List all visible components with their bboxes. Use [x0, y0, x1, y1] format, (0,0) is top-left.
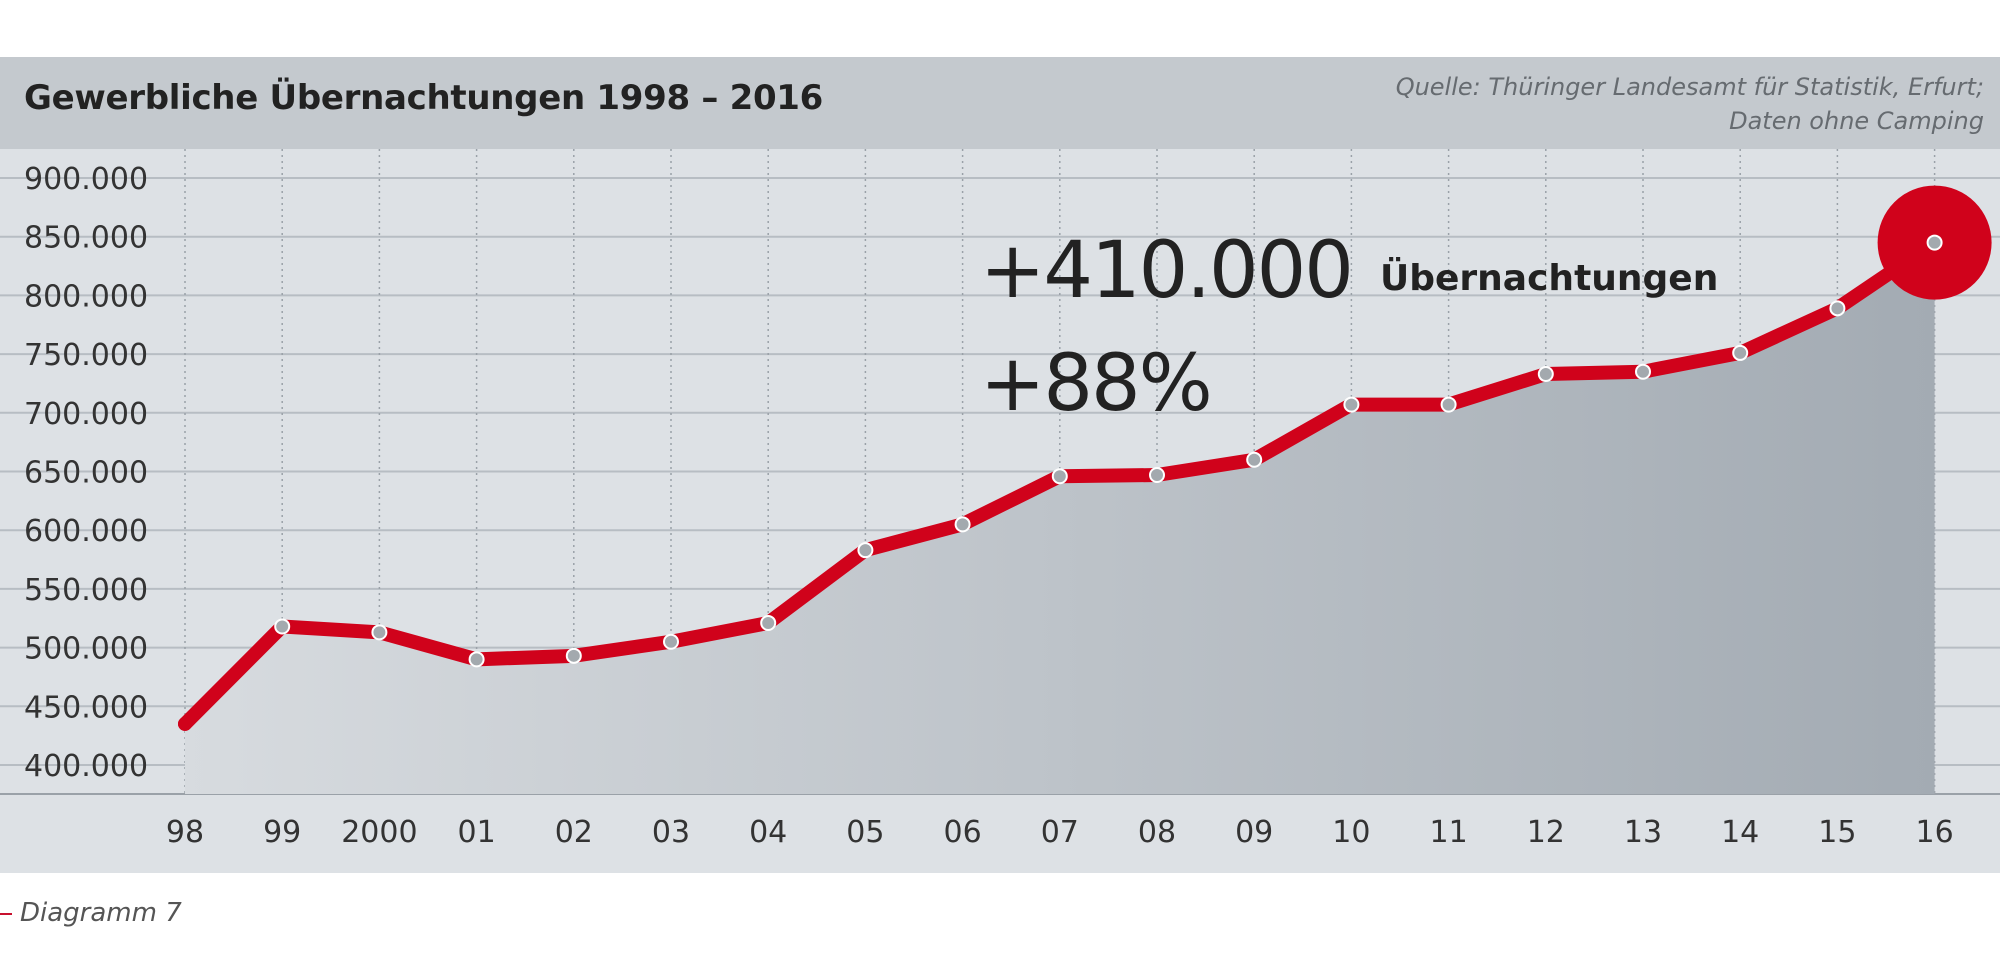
y-tick-label: 500.000 [24, 632, 148, 667]
footer-dash-icon [0, 912, 12, 915]
data-point [274, 618, 291, 635]
data-point [1926, 234, 1943, 251]
x-tick-label: 03 [652, 815, 690, 850]
data-point [760, 614, 777, 631]
y-tick-label: 650.000 [24, 456, 148, 491]
data-point [1246, 451, 1263, 468]
y-tick-label: 450.000 [24, 690, 148, 725]
x-tick-label: 13 [1624, 815, 1662, 850]
data-point [954, 516, 971, 533]
x-tick-label: 01 [458, 815, 496, 850]
x-tick-label: 12 [1527, 815, 1565, 850]
data-point [1051, 468, 1068, 485]
data-point [1149, 467, 1165, 484]
data-point [1537, 366, 1554, 383]
footer-text: Diagramm 7 [20, 898, 182, 928]
x-tick-label: 09 [1235, 815, 1273, 850]
data-point [468, 651, 485, 668]
annotation-absolute: +410.000 [980, 226, 1352, 316]
x-tick-label: 98 [166, 815, 204, 850]
area-layer [185, 242, 1935, 794]
source-line-1: Quelle: Thüringer Landesamt für Statisti… [1395, 73, 1984, 101]
y-tick-label: 900.000 [24, 162, 148, 197]
marker-layer [178, 185, 1992, 731]
data-point [371, 624, 388, 641]
x-tick-label: 10 [1332, 815, 1370, 850]
data-point [1440, 396, 1457, 413]
x-tick-label: 2000 [341, 815, 417, 850]
data-point [1635, 363, 1651, 380]
x-tick-label: 14 [1721, 815, 1759, 850]
x-axis-ticks: 98 99 2000 01 02 03 04 05 06 07 08 09 10 11 12 13 14 15 16 [166, 815, 1954, 850]
x-tick-label: 99 [263, 815, 301, 850]
x-tick-label: 02 [555, 815, 593, 850]
x-tick-label: 11 [1430, 815, 1468, 850]
chart-title: Gewerbliche Übernachtungen 1998 – 2016 [24, 78, 824, 118]
source-note: Quelle: Thüringer Landesamt für Statisti… [1396, 70, 1984, 138]
x-tick-label: 16 [1916, 815, 1954, 850]
x-tick-label: 08 [1138, 815, 1176, 850]
y-tick-label: 400.000 [24, 749, 148, 784]
data-point [857, 542, 874, 559]
header-bar [0, 57, 2000, 149]
data-point [1343, 396, 1360, 413]
data-point [1829, 300, 1846, 317]
annotation-percent: +88% [980, 339, 1211, 429]
x-tick-label: 05 [846, 815, 884, 850]
y-tick-label: 750.000 [24, 338, 148, 373]
y-tick-label: 800.000 [24, 279, 148, 314]
area-fill [185, 242, 1935, 794]
data-point [1732, 344, 1749, 361]
annotation-absolute-label: Übernachtungen [1380, 257, 1718, 299]
data-point [565, 647, 582, 664]
y-tick-label: 850.000 [24, 221, 148, 256]
x-tick-label: 06 [944, 815, 982, 850]
y-tick-label: 600.000 [24, 514, 148, 549]
footer-label: Diagramm 7 [0, 898, 182, 928]
y-tick-label: 700.000 [24, 397, 148, 432]
x-tick-label: 07 [1041, 815, 1079, 850]
x-tick-label: 04 [749, 815, 787, 850]
x-tick-label: 15 [1818, 815, 1856, 850]
y-tick-label: 550.000 [24, 573, 148, 608]
y-axis-ticks: 400.000 450.000 500.000 550.000 600.000 650.0… [24, 162, 148, 784]
source-line-2: Daten ohne Camping [1729, 107, 1984, 135]
data-point [178, 716, 192, 731]
data-point [663, 633, 679, 650]
